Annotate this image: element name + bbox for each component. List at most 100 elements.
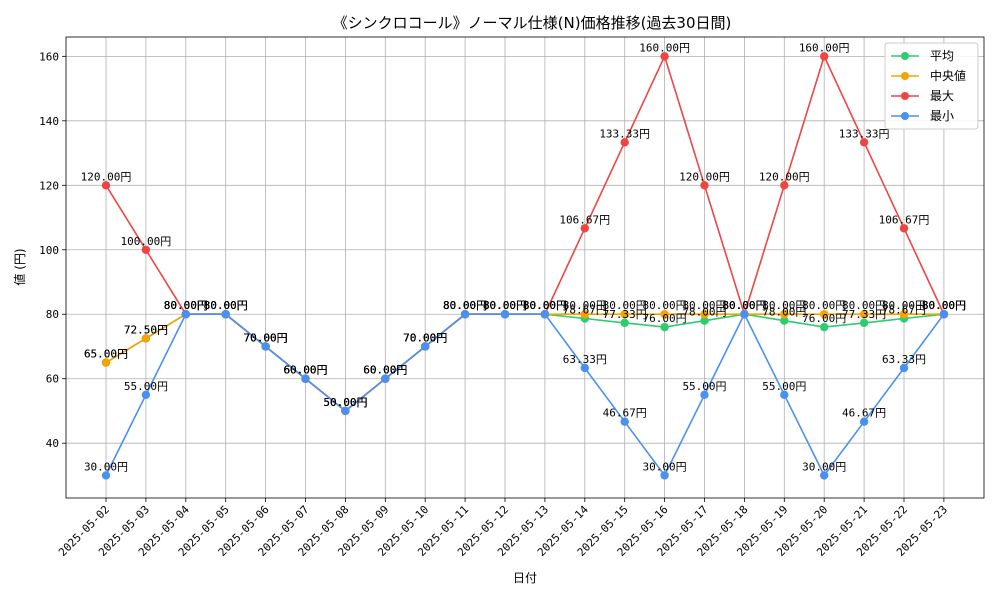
data-point [899, 363, 909, 373]
data-label: 55.00円 [682, 380, 726, 393]
data-point [460, 310, 470, 319]
y-axis: 40 60 80 100 120 140 160 [39, 50, 66, 450]
data-label: 50.00円 [323, 396, 367, 409]
data-label: 106.67円 [879, 213, 930, 226]
data-label: 80.00円 [443, 299, 487, 312]
data-point [221, 310, 230, 319]
data-label: 80.00円 [164, 299, 208, 312]
legend-box [884, 42, 979, 130]
data-label: 80.00円 [922, 299, 966, 312]
data-label: 120.00円 [679, 170, 730, 183]
data-label: 46.67円 [603, 407, 647, 420]
plot-frame [65, 36, 985, 499]
data-label: 65.00円 [84, 348, 128, 361]
data-label: 80.00円 [443, 299, 487, 312]
data-label: 80.00円 [842, 299, 886, 312]
data-label: 80.00円 [523, 299, 567, 312]
data-label: 55.00円 [762, 380, 806, 393]
data-label: 80.00円 [483, 299, 527, 312]
legend-marker [901, 52, 909, 60]
data-point [421, 342, 430, 351]
data-label: 80.00円 [164, 299, 208, 312]
data-point [859, 318, 869, 328]
y-tick-label: 100 [39, 244, 59, 257]
data-label: 76.00円 [643, 312, 687, 325]
legend-label: 最大 [930, 89, 954, 103]
data-point [780, 310, 789, 319]
data-point [580, 224, 589, 233]
data-label: 80.00円 [164, 299, 208, 312]
data-label: 80.00円 [682, 299, 726, 312]
data-point [700, 316, 709, 325]
data-label: 100.00円 [121, 235, 172, 248]
data-point [580, 363, 589, 373]
data-point [341, 406, 350, 416]
data-label: 46.67円 [842, 407, 886, 420]
data-label: 50.00円 [323, 396, 367, 409]
data-label: 120.00円 [81, 170, 132, 183]
data-point [660, 322, 669, 332]
data-point [700, 390, 709, 400]
data-label: 80.00円 [204, 299, 248, 312]
data-point [620, 138, 629, 147]
data-label: 70.00円 [244, 331, 288, 344]
data-label: 78.00円 [762, 306, 806, 319]
y-axis-label: 値 (円) [12, 248, 27, 285]
data-label: 80.00円 [802, 299, 846, 312]
data-label: 80.00円 [563, 299, 607, 312]
data-label: 72.50円 [124, 323, 168, 336]
data-point [381, 374, 390, 383]
data-label: 80.00円 [443, 299, 487, 312]
data-label: 70.00円 [403, 331, 447, 344]
data-label: 80.00円 [603, 299, 647, 312]
data-label: 80.00円 [483, 299, 527, 312]
data-labels: 65.00円72.50円80.00円80.00円70.00円60.00円50.0… [81, 41, 966, 473]
data-point [859, 417, 869, 426]
data-point [580, 310, 589, 319]
data-point [660, 310, 669, 319]
data-label: 50.00円 [323, 396, 367, 409]
data-label: 60.00円 [283, 364, 327, 377]
data-label: 50.00円 [323, 396, 367, 409]
y-tick-label: 160 [39, 50, 59, 63]
y-tick-label: 140 [39, 115, 59, 128]
data-point [181, 310, 190, 319]
data-point [660, 52, 669, 61]
data-point [660, 471, 669, 480]
data-label: 76.00円 [802, 312, 846, 325]
data-point [939, 310, 949, 319]
data-label: 80.00円 [443, 299, 487, 312]
data-point [700, 310, 709, 319]
data-label: 80.00円 [204, 299, 248, 312]
data-label: 80.00円 [762, 299, 806, 312]
data-label: 77.33円 [603, 308, 647, 321]
data-label: 70.00円 [403, 331, 447, 344]
data-label: 160.00円 [639, 41, 690, 54]
data-label: 160.00円 [799, 41, 850, 54]
data-label: 30.00円 [802, 460, 846, 473]
data-label: 80.00円 [523, 299, 567, 312]
data-point [859, 310, 869, 319]
legend-label: 最小 [930, 109, 954, 123]
data-point [540, 310, 550, 319]
data-point [141, 334, 151, 343]
data-label: 133.33円 [839, 127, 890, 140]
data-label: 80.00円 [722, 299, 766, 312]
data-label: 55.00円 [124, 380, 168, 393]
data-label: 80.00円 [643, 299, 687, 312]
data-label: 120.00円 [759, 170, 810, 183]
data-label: 80.00円 [922, 299, 966, 312]
data-point [141, 390, 151, 400]
data-label: 78.67円 [882, 304, 926, 317]
data-label: 80.00円 [483, 299, 527, 312]
data-point [780, 390, 789, 400]
data-label: 80.00円 [722, 299, 766, 312]
legend-marker [901, 112, 909, 120]
chart-title: 《シンクロコール》ノーマル仕様(N)価格推移(過去30日間) [333, 14, 732, 32]
data-label: 80.00円 [722, 299, 766, 312]
data-point [820, 322, 829, 332]
data-label: 80.00円 [882, 299, 926, 312]
data-point [101, 358, 111, 367]
